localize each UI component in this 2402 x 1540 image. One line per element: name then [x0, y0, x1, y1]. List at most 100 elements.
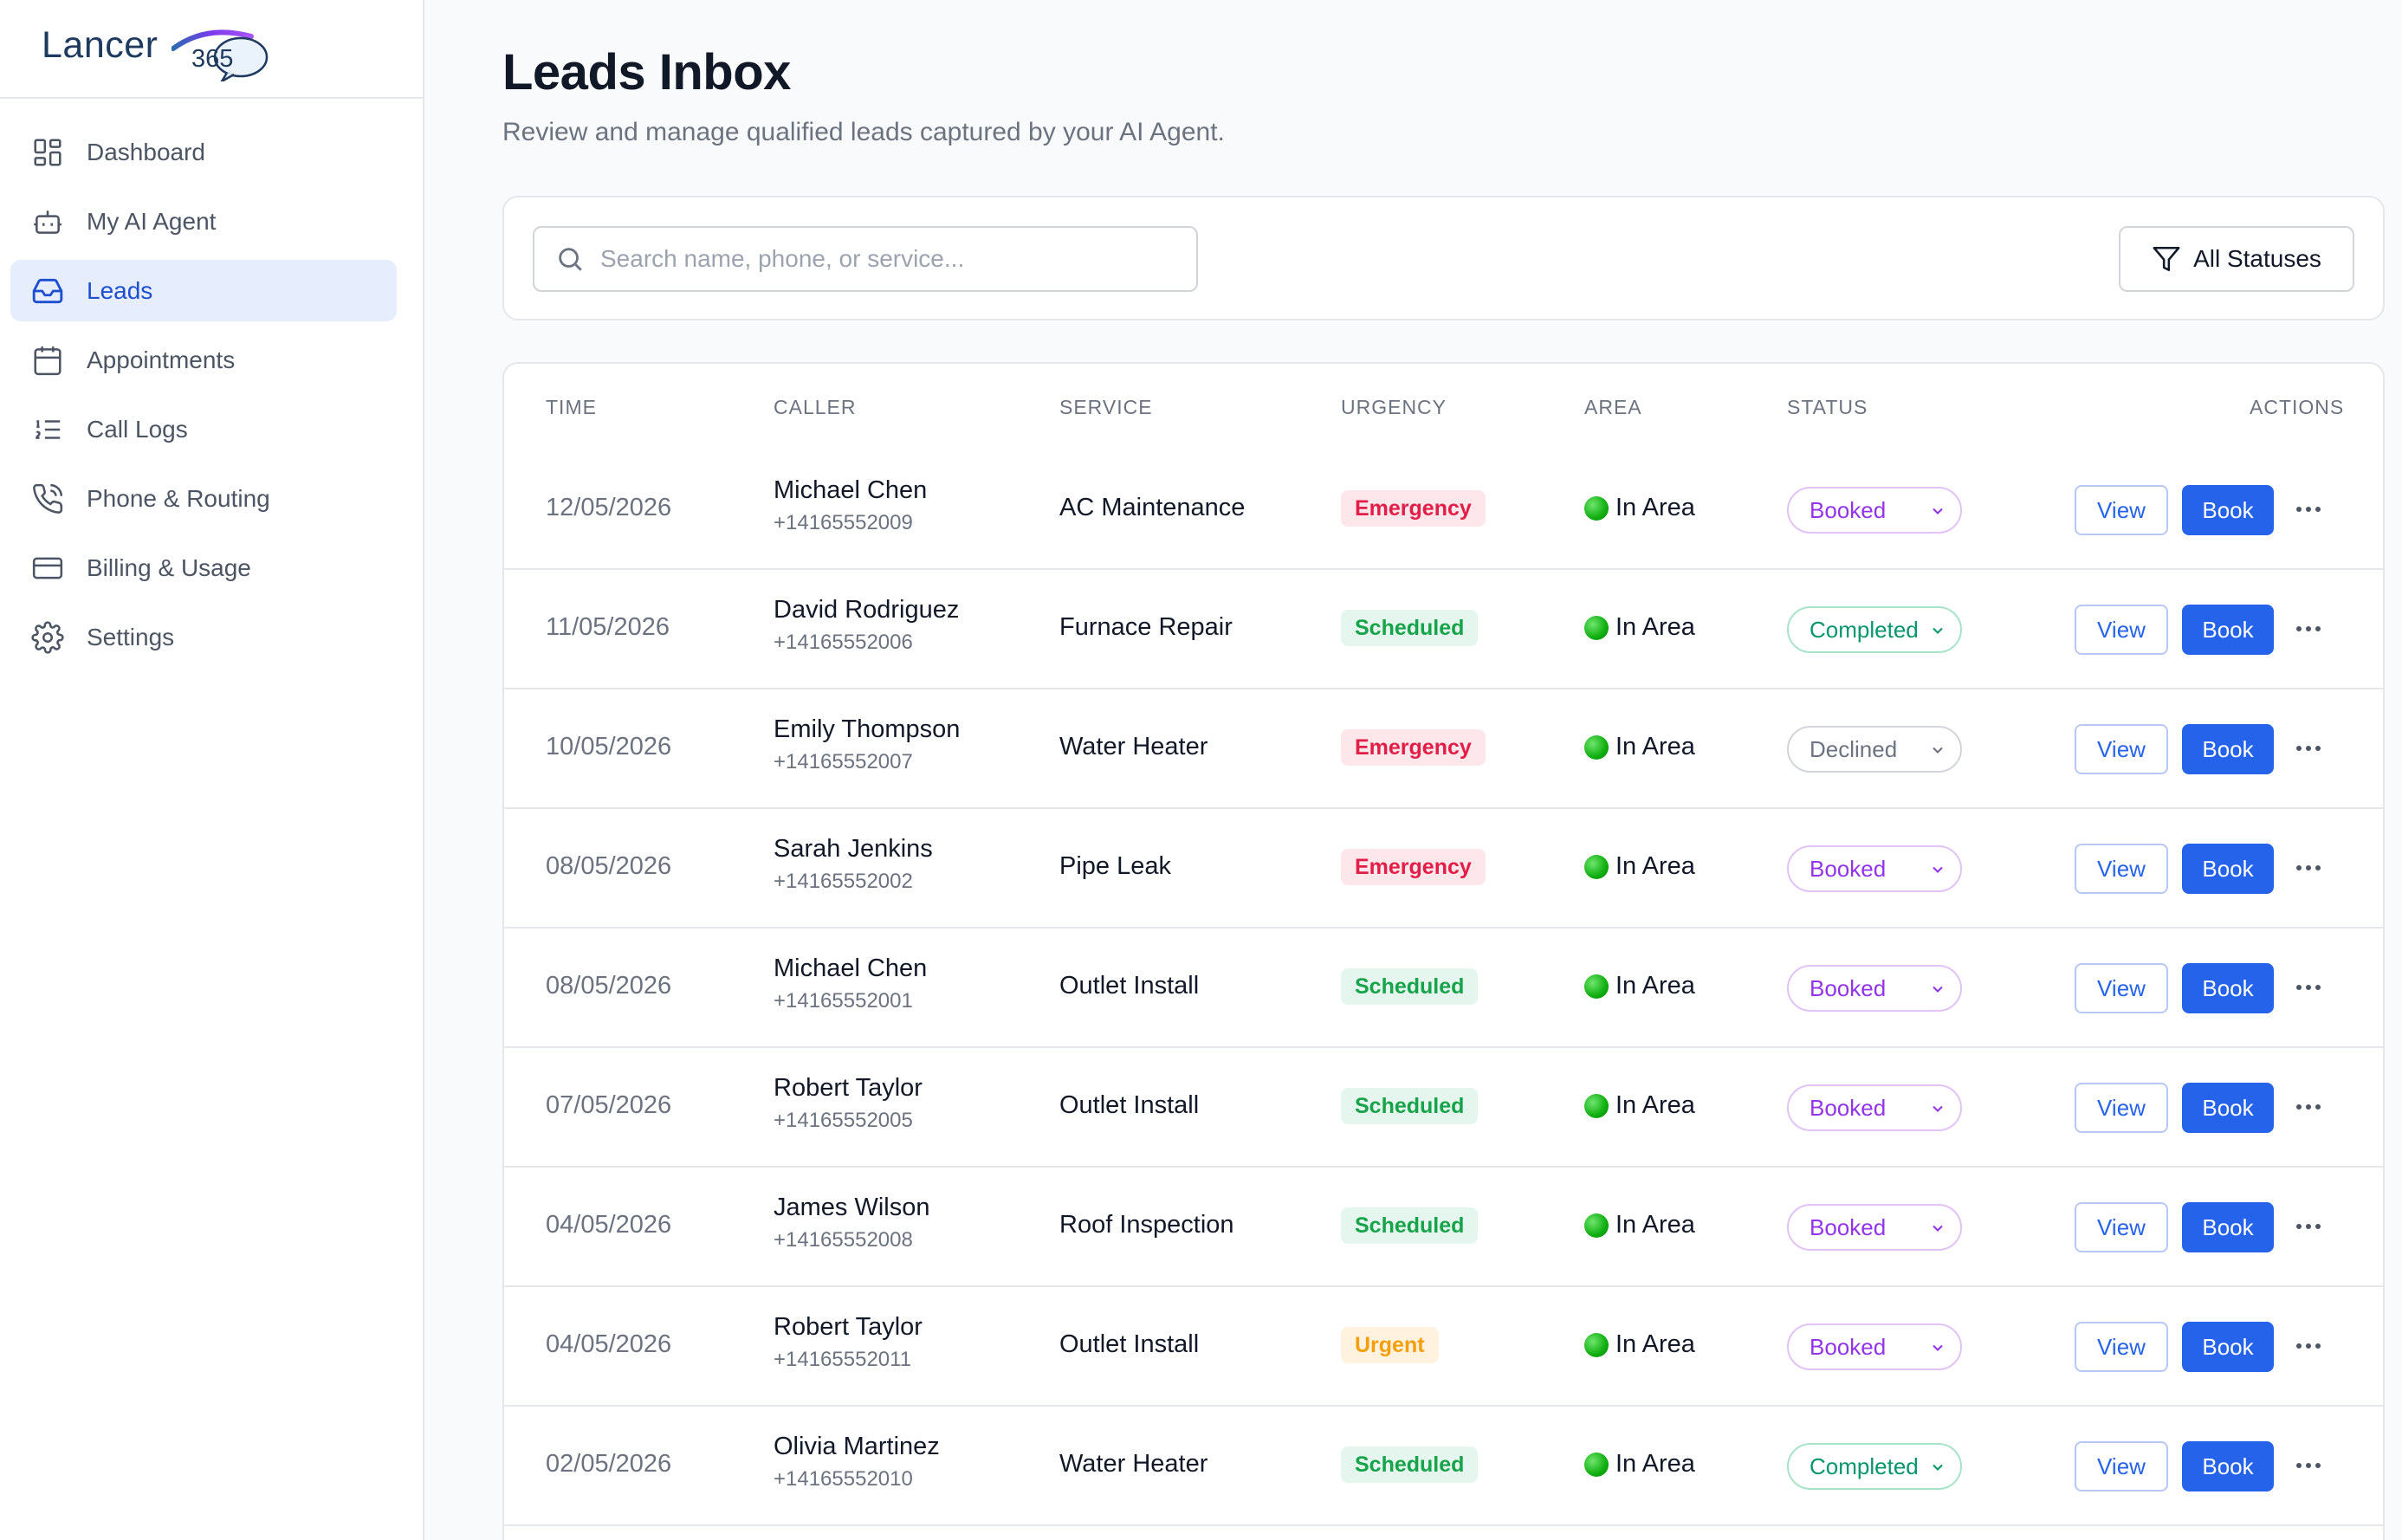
status-dropdown[interactable]: Completed: [1787, 1443, 1962, 1490]
sidebar-item-appointments[interactable]: Appointments: [10, 329, 397, 391]
sidebar-item-label: Phone & Routing: [87, 484, 270, 512]
book-button[interactable]: Book: [2182, 963, 2274, 1013]
more-options-icon[interactable]: [2291, 1330, 2326, 1362]
table-row[interactable]: 02/05/2026 Olivia Martinez +14165552010 Wat…: [504, 1407, 2383, 1526]
more-options-icon[interactable]: [2291, 1211, 2326, 1242]
view-button[interactable]: View: [2075, 1322, 2168, 1372]
sidebar-item-label: My AI Agent: [87, 207, 217, 235]
view-button[interactable]: View: [2075, 963, 2168, 1013]
caller-phone: +14165552007: [774, 750, 913, 773]
robot-icon: [31, 205, 64, 238]
status-filter-label: All Statuses: [2193, 245, 2321, 272]
chevron-down-icon: [1933, 508, 1943, 514]
book-button[interactable]: Book: [2182, 1441, 2274, 1491]
status-dropdown[interactable]: Booked: [1787, 965, 1962, 1012]
sidebar-item-billing-usage[interactable]: Billing & Usage: [10, 537, 397, 599]
status-filter-button[interactable]: All Statuses: [2119, 226, 2354, 292]
area-indicator: In Area: [1584, 972, 1695, 1000]
view-button[interactable]: View: [2075, 724, 2168, 774]
column-header-urgency[interactable]: URGENCY: [1341, 396, 1447, 418]
view-button[interactable]: View: [2075, 1441, 2168, 1491]
view-button[interactable]: View: [2075, 485, 2168, 535]
book-button[interactable]: Book: [2182, 1083, 2274, 1133]
status-dropdown[interactable]: Booked: [1787, 1204, 1962, 1251]
column-header-status[interactable]: STATUS: [1787, 396, 1868, 418]
column-header-area[interactable]: AREA: [1584, 396, 1642, 418]
table-row[interactable]: 04/05/2026 Robert Taylor +14165552011 Outle…: [504, 1287, 2383, 1407]
brand-badge: 365: [191, 45, 234, 73]
sidebar-item-phone-routing[interactable]: Phone & Routing: [10, 468, 397, 529]
book-button[interactable]: Book: [2182, 724, 2274, 774]
service-name: Outlet Install: [1059, 1091, 1200, 1119]
table-row[interactable]: 08/05/2026 Michael Chen +14165552001 Outlet…: [504, 929, 2383, 1048]
table-row[interactable]: 04/05/2026 James Wilson +14165552008 Roof I…: [504, 1168, 2383, 1287]
status-value: Booked: [1810, 974, 1887, 1001]
caller-phone: +14165552001: [774, 989, 913, 1013]
search-box[interactable]: [533, 226, 1198, 292]
table-row[interactable]: 07/05/2026 Robert Taylor +14165552005 Outle…: [504, 1048, 2383, 1168]
more-options-icon[interactable]: [2291, 1450, 2326, 1481]
sidebar: Lancer 365 Dashboard: [0, 0, 424, 1540]
filter-bar: All Statuses: [502, 196, 2385, 320]
more-options-icon[interactable]: [2291, 1091, 2326, 1123]
caller-phone: +14165552002: [774, 870, 913, 893]
view-button[interactable]: View: [2075, 844, 2168, 894]
column-header-service[interactable]: SERVICE: [1059, 396, 1153, 418]
status-dropdown[interactable]: Booked: [1787, 487, 1962, 534]
sidebar-item-dashboard[interactable]: Dashboard: [10, 121, 397, 183]
sidebar-item-call-logs[interactable]: Call Logs: [10, 398, 397, 460]
status-dropdown[interactable]: Booked: [1787, 1323, 1962, 1370]
urgency-badge: Emergency: [1341, 849, 1486, 885]
sidebar-item-label: Dashboard: [87, 138, 205, 165]
green-dot-icon: [1584, 1332, 1609, 1357]
lead-time: 08/05/2026: [546, 972, 672, 1000]
caller-name: Robert Taylor: [774, 1074, 923, 1102]
search-input[interactable]: [600, 245, 1189, 273]
book-button[interactable]: Book: [2182, 485, 2274, 535]
table-row[interactable]: 12/05/2026 Michael Chen +14165552009 AC Mai…: [504, 450, 2383, 570]
status-value: Booked: [1810, 855, 1887, 882]
table-row[interactable]: 10/05/2026 Emily Thompson +14165552007 Wate…: [504, 689, 2383, 809]
view-button[interactable]: View: [2075, 605, 2168, 655]
column-header-caller[interactable]: CALLER: [774, 396, 857, 418]
view-button[interactable]: View: [2075, 1083, 2168, 1133]
chevron-down-icon: [1933, 747, 1943, 754]
book-button[interactable]: Book: [2182, 1322, 2274, 1372]
status-value: Booked: [1810, 1213, 1887, 1240]
table-row[interactable]: 08/05/2026 Sarah Jenkins +14165552002 Pipe …: [504, 809, 2383, 929]
more-options-icon[interactable]: [2291, 494, 2326, 525]
view-button[interactable]: View: [2075, 1202, 2168, 1252]
service-name: Water Heater: [1059, 1450, 1208, 1478]
status-value: Declined: [1810, 735, 1898, 762]
status-dropdown[interactable]: Booked: [1787, 845, 1962, 892]
status-dropdown[interactable]: Booked: [1787, 1084, 1962, 1131]
book-button[interactable]: Book: [2182, 844, 2274, 894]
chevron-down-icon: [1933, 627, 1943, 634]
table-row[interactable]: 11/05/2026 David Rodriguez +14165552006 Fur…: [504, 570, 2383, 689]
status-dropdown[interactable]: Declined: [1787, 726, 1962, 773]
more-options-icon[interactable]: [2291, 972, 2326, 1003]
green-dot-icon: [1584, 1213, 1609, 1238]
table-header: TIME CALLER SERVICE URGENCY AREA STATUS …: [504, 364, 2383, 450]
more-options-icon[interactable]: [2291, 733, 2326, 764]
service-name: Outlet Install: [1059, 1330, 1200, 1358]
phone-icon: [31, 482, 64, 515]
page-subtitle: Review and manage qualified leads captur…: [502, 118, 1225, 146]
book-button[interactable]: Book: [2182, 1202, 2274, 1252]
more-options-icon[interactable]: [2291, 852, 2326, 883]
sidebar-item-leads[interactable]: Leads: [10, 260, 397, 321]
sidebar-item-label: Leads: [87, 276, 153, 304]
more-options-icon[interactable]: [2291, 613, 2326, 644]
chevron-down-icon: [1933, 1464, 1943, 1471]
book-button[interactable]: Book: [2182, 605, 2274, 655]
caller-name: Michael Chen: [774, 476, 928, 504]
sidebar-item-my-ai-agent[interactable]: My AI Agent: [10, 191, 397, 252]
sidebar-item-label: Appointments: [87, 346, 236, 373]
caller-name: James Wilson: [774, 1194, 930, 1221]
brand-logo[interactable]: Lancer 365: [42, 19, 269, 81]
status-dropdown[interactable]: Completed: [1787, 606, 1962, 653]
calendar-icon: [31, 344, 64, 377]
sidebar-item-settings[interactable]: Settings: [10, 606, 397, 668]
caller-phone: +14165552010: [774, 1467, 913, 1491]
column-header-time[interactable]: TIME: [546, 396, 597, 418]
